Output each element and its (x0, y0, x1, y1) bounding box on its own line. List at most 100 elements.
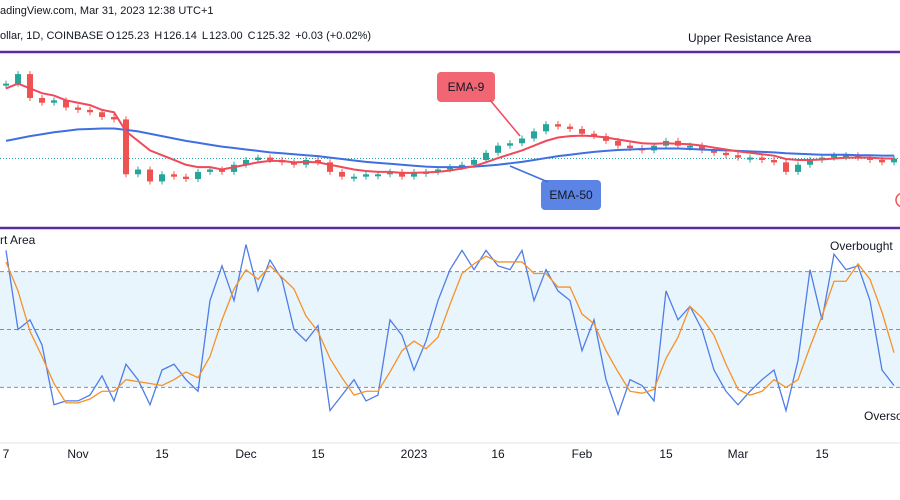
candle (723, 152, 729, 156)
candle (783, 162, 789, 172)
candle (495, 145, 501, 153)
candle (435, 169, 441, 172)
candle (687, 145, 693, 148)
label-box (541, 180, 601, 210)
x-tick-label: Dec (235, 447, 256, 461)
candle (591, 133, 597, 137)
candle (315, 159, 321, 163)
candle (339, 171, 345, 177)
candle (291, 162, 297, 165)
x-tick-label: 7 (3, 447, 10, 461)
x-tick-label: 15 (815, 447, 829, 461)
candle (51, 100, 57, 103)
x-tick-label: 15 (155, 447, 169, 461)
candle (447, 167, 453, 170)
candle (579, 128, 585, 134)
candle (519, 138, 525, 144)
alert-icon (895, 192, 900, 208)
line (5, 255, 895, 404)
candle (183, 176, 189, 180)
candle (375, 174, 381, 177)
candle (459, 164, 465, 168)
candle (327, 162, 333, 172)
ohlc-line: ollar, 1D, COINBASE O 125.23 H 126.14 L 123.0… (0, 30, 371, 42)
candle (843, 155, 849, 158)
candle (879, 159, 885, 163)
candle (771, 159, 777, 163)
candle (207, 169, 213, 172)
candle (3, 83, 9, 86)
candle (351, 176, 357, 179)
x-tick-label: Mar (728, 447, 749, 461)
annotation: rt Area (0, 233, 36, 247)
change: +0.03 (+0.02%) (295, 30, 371, 42)
x-tick-label: 15 (311, 447, 325, 461)
pointer (489, 99, 521, 137)
candle (471, 159, 477, 165)
candle (483, 152, 489, 160)
candle (735, 155, 741, 158)
label-box (437, 72, 495, 102)
candle (159, 174, 165, 182)
ohlc-value: 126.14 (163, 30, 197, 42)
ohlc-label: C (248, 30, 256, 42)
series-label: EMA-9 (448, 80, 485, 94)
x-tick-label: 16 (491, 447, 505, 461)
candle (795, 164, 801, 172)
ohlc-label: O (106, 30, 115, 42)
candle (87, 109, 93, 113)
candle (867, 157, 873, 160)
annotation: Overbought (830, 239, 893, 253)
candle (507, 143, 513, 146)
candle (219, 169, 225, 172)
source: adingView.com, Mar 31, 2023 12:38 UTC+1 (0, 5, 214, 17)
candle (855, 155, 861, 158)
candle (363, 174, 369, 177)
candle (171, 174, 177, 177)
candle (699, 145, 705, 151)
series-label: EMA-50 (549, 188, 593, 202)
annotation: Upper Resistance Area (688, 31, 812, 45)
candle (111, 117, 117, 120)
candle (543, 124, 549, 132)
candle (27, 74, 33, 98)
candle (555, 124, 561, 127)
candle (267, 157, 273, 160)
x-tick-label: 2023 (401, 447, 428, 461)
line (5, 82, 894, 174)
candle (531, 131, 537, 139)
candle (15, 74, 21, 84)
candle (135, 169, 141, 175)
x-tick-label: 15 (659, 447, 673, 461)
symbol: ollar, 1D, COINBASE (0, 30, 103, 42)
candle (123, 119, 129, 175)
candle (747, 157, 753, 160)
ohlc-value: 125.32 (257, 30, 291, 42)
candle (411, 171, 417, 177)
annotation: Overso (864, 409, 900, 423)
ohlc-label: H (154, 30, 162, 42)
line (5, 244, 895, 417)
candle (63, 100, 69, 108)
candle (891, 158, 897, 163)
candle (255, 157, 261, 160)
line (5, 127, 894, 169)
candle (75, 107, 81, 110)
candle (99, 112, 105, 118)
candle (387, 171, 393, 175)
candle (399, 171, 405, 177)
ohlc-label: L (202, 30, 208, 42)
candle (711, 150, 717, 153)
pointer (509, 165, 549, 183)
candle (615, 140, 621, 146)
candle (831, 155, 837, 158)
x-tick-label: Nov (67, 447, 88, 461)
candle (231, 164, 237, 172)
candle (147, 169, 153, 182)
ohlc-value: 125.23 (116, 30, 150, 42)
candle (627, 145, 633, 149)
x-tick-label: Feb (572, 447, 593, 461)
candle (567, 126, 573, 129)
